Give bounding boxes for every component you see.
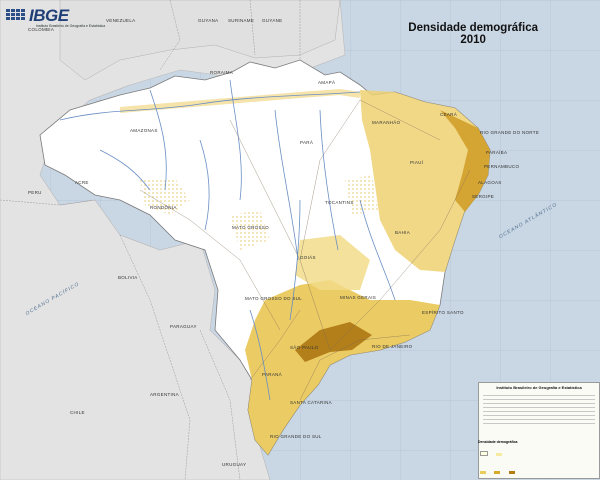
label-rio-grande-do-sul: RIO GRANDE DO SUL	[270, 434, 322, 439]
ibge-logo: IBGE Instituto Brasileiro de Geografia e…	[6, 6, 105, 28]
legend-content	[483, 395, 595, 427]
density-southeast	[245, 280, 440, 455]
label-maranhao: MARANHÃO	[372, 120, 401, 125]
label-minas-gerais: MINAS GERAIS	[340, 295, 377, 300]
label-sao-paulo: SÃO PAULO	[290, 345, 319, 350]
label-parana: PARANÁ	[262, 372, 282, 377]
label-uruguay: URUGUAY	[222, 462, 247, 467]
label-tocantins: TOCANTINS	[325, 200, 354, 205]
label-guyane: GUYANE	[262, 18, 283, 23]
label-roraima: RORAIMA	[210, 70, 234, 75]
northern-neighbors	[59, 0, 341, 81]
label-argentina: ARGENTINA	[150, 392, 179, 397]
label-paraiba: PARAÍBA	[486, 150, 508, 155]
logo-subtitle: Instituto Brasileiro de Geografia e Esta…	[36, 24, 106, 28]
density-northeast-high	[440, 110, 490, 212]
ibge-logo-icon	[6, 9, 26, 23]
density-central	[295, 235, 370, 290]
title-line-2: 2010	[460, 34, 486, 46]
label-sergipe: SERGIPE	[472, 194, 495, 199]
density-swatch	[496, 453, 503, 456]
label-bolivia: BOLIVIA	[118, 275, 138, 280]
label-amapa: AMAPÁ	[318, 80, 336, 85]
density-classes: Densidade demográfica	[478, 440, 518, 474]
international-borders	[0, 0, 301, 480]
label-piaui: PIAUÍ	[410, 160, 424, 165]
label-suriname: SURINAME	[228, 18, 255, 23]
label-goias: GOIÁS	[300, 255, 316, 260]
logo-wordmark: IBGE	[29, 6, 69, 25]
label-peru: PERU	[28, 190, 42, 195]
label-venezuela: VENEZUELA	[106, 18, 136, 23]
density-swatch	[480, 471, 486, 474]
label-para: PARÁ	[300, 140, 314, 145]
label-amazonas: AMAZONAS	[130, 128, 158, 133]
label-bahia: BAHIA	[395, 230, 411, 235]
label-rio-de-janeiro: RIO DE JANEIRO	[372, 344, 413, 349]
density-southeast-high	[295, 322, 372, 362]
label-acre: ACRE	[75, 180, 89, 185]
label-espirito-santo: ESPÍRITO SANTO	[422, 310, 464, 315]
density-swatch	[508, 471, 515, 474]
density-northeast	[360, 90, 490, 272]
map-title: Densidade demográfica 2010	[408, 22, 538, 46]
density-classes-title: Densidade demográfica	[478, 440, 518, 444]
label-chile: CHILE	[70, 410, 85, 415]
label-santa-catarina: SANTA CATARINA	[290, 400, 332, 405]
label-rio-grande-do-norte: RIO GRANDE DO NORTE	[480, 130, 540, 135]
map-legend: Instituto Brasileiro de Geografia e Esta…	[478, 382, 600, 479]
label-rondonia: RONDÔNIA	[150, 205, 177, 210]
label-mato-grosso-do-sul: MATO GROSSO DO SUL	[245, 296, 302, 301]
density-scattered	[140, 175, 378, 250]
label-pernambuco: PERNAMBUCO	[484, 164, 520, 169]
label-ceara: CEARÁ	[440, 112, 458, 117]
density-swatch	[480, 451, 488, 456]
river-network	[59, 79, 396, 401]
title-line-1: Densidade demográfica	[408, 22, 538, 34]
label-guyana: GUYANA	[198, 18, 219, 23]
label-paraguay: PARAGUAY	[170, 324, 197, 329]
legend-header: Instituto Brasileiro de Geografia e Esta…	[496, 385, 582, 390]
road-network	[139, 99, 471, 401]
density-swatch	[494, 471, 501, 474]
density-amazon-river	[119, 88, 361, 113]
label-mato-grosso: MATO GROSSO	[232, 225, 269, 230]
label-alagoas: ALAGOAS	[478, 180, 502, 185]
label-colombia: COLOMBIA	[28, 27, 55, 32]
